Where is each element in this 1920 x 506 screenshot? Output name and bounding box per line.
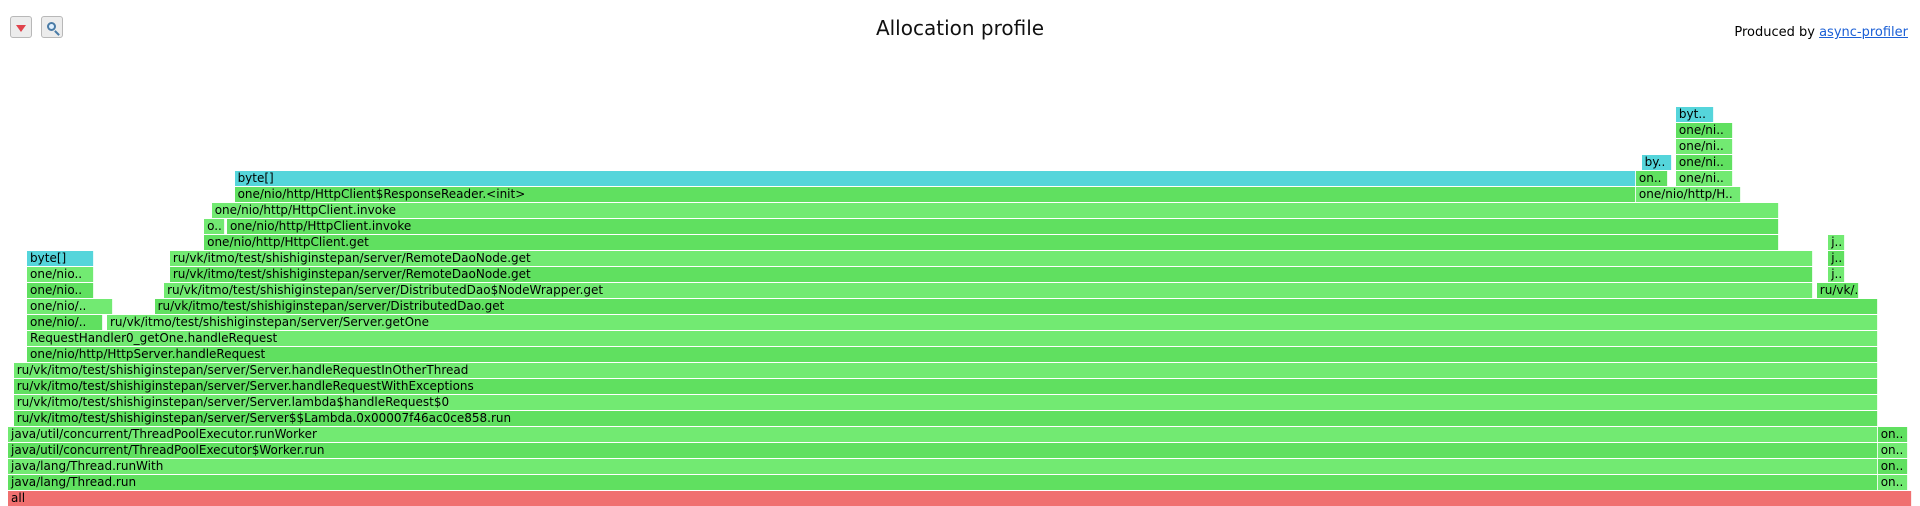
flame-frame[interactable]: one/nio/.. bbox=[27, 315, 104, 330]
flame-frame[interactable]: one/nio/http/HttpClient.get bbox=[204, 235, 1779, 250]
flame-frame[interactable]: on.. bbox=[1635, 171, 1669, 186]
async-profiler-link[interactable]: async-profiler bbox=[1819, 25, 1908, 40]
flame-frame[interactable]: one/ni.. bbox=[1675, 171, 1733, 186]
flame-frame[interactable]: j.. bbox=[1828, 235, 1846, 250]
flame-frame[interactable]: ru/vk/itmo/test/shishiginstepan/server/R… bbox=[169, 251, 1813, 266]
flame-frame[interactable]: ru/vk/itmo/test/shishiginstepan/server/D… bbox=[154, 299, 1878, 314]
flame-frame[interactable]: ru/vk/itmo/test/shishiginstepan/server/S… bbox=[13, 379, 1878, 394]
flame-frame[interactable]: one/ni.. bbox=[1675, 139, 1733, 154]
attribution-prefix: Produced by bbox=[1734, 25, 1820, 40]
flame-frame[interactable]: by.. bbox=[1641, 155, 1673, 170]
flame-frame[interactable]: ru/vk/itmo/test/shishiginstepan/server/S… bbox=[13, 395, 1878, 410]
flame-frame[interactable]: one/nio.. bbox=[27, 267, 94, 282]
page-title: Allocation profile bbox=[875, 16, 1045, 40]
flame-frame[interactable]: on.. bbox=[1877, 475, 1909, 490]
flame-frame[interactable]: one/nio/.. bbox=[27, 299, 113, 314]
flame-frame[interactable]: all bbox=[8, 491, 1912, 506]
flame-frame[interactable]: ru/vk/itmo/test/shishiginstepan/server/D… bbox=[164, 283, 1813, 298]
flame-frame[interactable]: java/lang/Thread.runWith bbox=[8, 459, 1878, 474]
flame-frame[interactable]: j.. bbox=[1828, 251, 1846, 266]
flame-frame[interactable]: on.. bbox=[1877, 443, 1909, 458]
attribution: Produced by async-profiler bbox=[1734, 25, 1908, 40]
flame-frame[interactable]: byte[] bbox=[27, 251, 94, 266]
search-button[interactable] bbox=[41, 16, 63, 38]
reverse-button[interactable] bbox=[10, 16, 32, 38]
flame-frame[interactable]: one/nio/http/HttpClient.invoke bbox=[211, 203, 1779, 218]
flame-frame[interactable]: byt.. bbox=[1675, 107, 1714, 122]
flame-frame[interactable]: one/ni.. bbox=[1675, 155, 1733, 170]
flame-frame[interactable]: ru/vk/itmo/test/shishiginstepan/server/S… bbox=[13, 411, 1878, 426]
flame-frame[interactable]: ru/vk/.. bbox=[1816, 283, 1859, 298]
reverse-icon bbox=[16, 24, 26, 32]
flame-frame[interactable]: RequestHandler0_getOne.handleRequest bbox=[27, 331, 1878, 346]
flame-frame[interactable]: one/nio/http/H.. bbox=[1635, 187, 1741, 202]
flame-frame[interactable]: one/ni.. bbox=[1675, 123, 1733, 138]
flame-frame[interactable]: on.. bbox=[1877, 427, 1909, 442]
flame-frame[interactable]: on.. bbox=[1877, 459, 1909, 474]
flame-frame[interactable]: ru/vk/itmo/test/shishiginstepan/server/S… bbox=[13, 363, 1878, 378]
flame-frame[interactable]: ru/vk/itmo/test/shishiginstepan/server/S… bbox=[107, 315, 1878, 330]
flame-frame[interactable]: one/nio/http/HttpClient.invoke bbox=[226, 219, 1779, 234]
flame-frame[interactable]: java/util/concurrent/ThreadPoolExecutor$… bbox=[8, 443, 1878, 458]
search-icon bbox=[46, 21, 56, 31]
flame-frame[interactable]: java/lang/Thread.run bbox=[8, 475, 1878, 490]
flame-frame[interactable]: ru/vk/itmo/test/shishiginstepan/server/R… bbox=[169, 267, 1813, 282]
flame-frame[interactable]: one/nio/http/HttpServer.handleRequest bbox=[27, 347, 1878, 362]
flame-frame[interactable]: java/util/concurrent/ThreadPoolExecutor.… bbox=[8, 427, 1878, 442]
flame-frame[interactable]: j.. bbox=[1828, 267, 1846, 282]
flame-frame[interactable]: byte[] bbox=[234, 171, 1636, 186]
flame-frame[interactable]: o.. bbox=[204, 219, 226, 234]
flame-frame[interactable]: one/nio/http/HttpClient$ResponseReader.<… bbox=[234, 187, 1636, 202]
flame-frame[interactable]: one/nio.. bbox=[27, 283, 94, 298]
